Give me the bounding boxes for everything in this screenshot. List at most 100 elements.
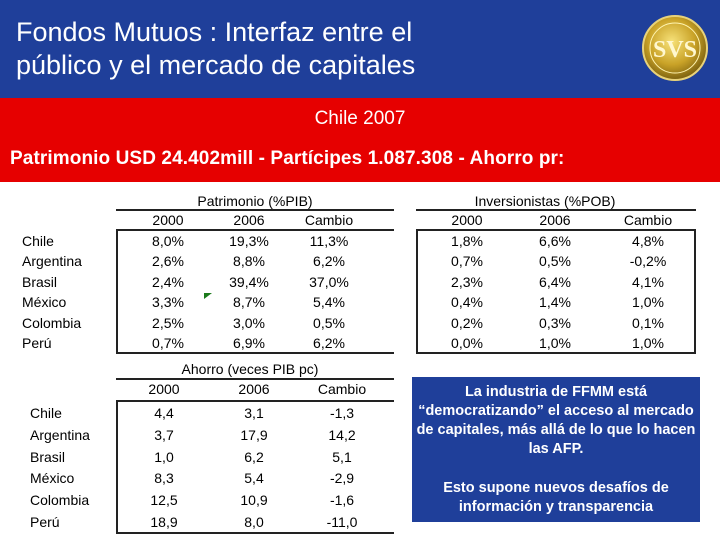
table_inversionistas-top-rule bbox=[416, 209, 696, 211]
table_inversionistas-right-rule bbox=[694, 229, 696, 352]
table_ahorro-header-rule bbox=[116, 400, 394, 402]
logo-text: SVS bbox=[653, 37, 697, 63]
table_patrimonio-cell: 8,0% bbox=[152, 233, 184, 249]
table_ahorro-row-label: Colombia bbox=[30, 492, 90, 509]
table_patrimonio-cell: 6,2% bbox=[313, 335, 345, 351]
title-line-1: Fondos Mutuos : Interfaz entre el bbox=[16, 17, 413, 47]
table_patrimonio-row-label: Chile bbox=[22, 233, 54, 249]
table_patrimonio-header-2: Cambio bbox=[304, 212, 354, 228]
table_ahorro-row-label: Argentina bbox=[30, 426, 90, 443]
table_inversionistas-cell: 0,3% bbox=[539, 314, 571, 331]
table_inversionistas-cell: -0,2% bbox=[629, 253, 667, 270]
table_patrimonio-cell: 5,4% bbox=[313, 294, 345, 311]
table_ahorro-header-1: 2006 bbox=[238, 381, 270, 397]
table_inversionistas-cell: 1,0% bbox=[632, 335, 664, 351]
table_patrimonio-row-label: México bbox=[22, 294, 67, 311]
table_patrimonio-cell: 37,0% bbox=[309, 273, 349, 290]
table_patrimonio-cell: 6,9% bbox=[233, 335, 265, 351]
table_inversionistas-cell: 6,4% bbox=[539, 273, 571, 290]
table_inversionistas-header-0: 2000 bbox=[451, 212, 483, 228]
table_patrimonio-cell: 11,3% bbox=[309, 233, 349, 249]
svs-logo: SVS bbox=[642, 15, 708, 81]
red-banner bbox=[0, 98, 720, 182]
title-line-2: público y el mercado de capitales bbox=[16, 50, 416, 80]
table_patrimonio-cell: 3,3% bbox=[152, 294, 184, 311]
table_inversionistas-cell: 1,8% bbox=[451, 233, 483, 249]
callout-box: La industria de FFMM está “democratizand… bbox=[412, 377, 700, 522]
table_ahorro-cell: -11,0 bbox=[326, 514, 358, 530]
table_ahorro-left-rule bbox=[116, 400, 118, 532]
subtitle: Chile 2007 bbox=[314, 108, 406, 129]
table_inversionistas-header-2: Cambio bbox=[623, 212, 673, 228]
table_patrimonio-cell: 2,4% bbox=[152, 273, 184, 290]
table_ahorro-cell: 5,1 bbox=[332, 448, 352, 465]
table_patrimonio-bottom-rule bbox=[116, 352, 394, 354]
table_ahorro-cell: 4,4 bbox=[154, 405, 174, 421]
table_ahorro-bottom-rule bbox=[116, 532, 394, 534]
table_ahorro-cell: 5,4 bbox=[244, 470, 264, 487]
table_patrimonio-header-1: 2006 bbox=[233, 212, 265, 228]
table_inversionistas-cell: 0,5% bbox=[539, 253, 571, 270]
table_inversionistas-cell: 0,0% bbox=[451, 335, 483, 351]
table_ahorro-cell: 3,7 bbox=[154, 426, 174, 443]
table_patrimonio-top-rule bbox=[116, 209, 394, 211]
table_inversionistas-cell: 0,7% bbox=[451, 253, 483, 270]
table_ahorro-cell: 17,9 bbox=[240, 426, 268, 443]
callout-text-2: Esto supone nuevos desafíos de informaci… bbox=[443, 480, 669, 515]
table_inversionistas-cell: 0,4% bbox=[451, 294, 483, 311]
table_inversionistas-left-rule bbox=[416, 229, 418, 352]
table_patrimonio-row-label: Brasil bbox=[22, 273, 58, 290]
table_ahorro-row-label: Brasil bbox=[30, 448, 66, 465]
table_ahorro-top-rule bbox=[116, 378, 394, 380]
table_ahorro-cell: 8,0 bbox=[244, 514, 264, 530]
table_inversionistas-cell: 4,1% bbox=[632, 273, 664, 290]
table_patrimonio-cell: 39,4% bbox=[229, 273, 269, 290]
table_ahorro-cell: 3,1 bbox=[244, 405, 264, 421]
table_inversionistas-cell: 6,6% bbox=[539, 233, 571, 249]
table_patrimonio-title: Patrimonio (%PIB) bbox=[197, 193, 313, 209]
table_inversionistas-cell: 0,2% bbox=[451, 314, 483, 331]
table_inversionistas-header-rule bbox=[416, 229, 696, 231]
table_patrimonio-cell: 8,7% bbox=[233, 294, 265, 311]
slide-header: Fondos Mutuos : Interfaz entre el públic… bbox=[0, 0, 720, 98]
table_ahorro-cell: -1,3 bbox=[329, 405, 355, 421]
slide-title: Fondos Mutuos : Interfaz entre el públic… bbox=[16, 16, 415, 82]
table_patrimonio-cell: 2,6% bbox=[152, 253, 184, 270]
callout-text-1: La industria de FFMM está “democratizand… bbox=[416, 384, 696, 457]
table_ahorro-header-0: 2000 bbox=[148, 381, 180, 397]
table_ahorro-cell: 12,5 bbox=[150, 492, 178, 509]
table_patrimonio-cell: 0,5% bbox=[313, 314, 345, 331]
table_patrimonio-cell: 6,2% bbox=[313, 253, 345, 270]
table_inversionistas-cell: 4,8% bbox=[632, 233, 664, 249]
table_ahorro-cell: -1,6 bbox=[329, 492, 355, 509]
table_patrimonio-row-label: Perú bbox=[22, 335, 52, 351]
tick-mark-icon bbox=[204, 293, 212, 299]
table_inversionistas-header-1: 2006 bbox=[539, 212, 571, 228]
table_patrimonio-row-label: Argentina bbox=[22, 253, 82, 270]
table_inversionistas-cell: 1,0% bbox=[632, 294, 664, 311]
table_patrimonio-cell: 3,0% bbox=[233, 314, 265, 331]
table_patrimonio-cell: 0,7% bbox=[152, 335, 184, 351]
table_patrimonio-row-label: Colombia bbox=[22, 314, 82, 331]
table_ahorro-cell: 1,0 bbox=[154, 448, 174, 465]
table_ahorro-cell: 14,2 bbox=[328, 426, 356, 443]
table_patrimonio-cell: 2,5% bbox=[152, 314, 184, 331]
table_ahorro-cell: 10,9 bbox=[240, 492, 268, 509]
table_patrimonio-cell: 8,8% bbox=[233, 253, 265, 270]
table_ahorro-cell: -2,9 bbox=[329, 470, 355, 487]
table_ahorro-title: Ahorro (veces PIB pc) bbox=[181, 361, 319, 377]
table_inversionistas-cell: 2,3% bbox=[451, 273, 483, 290]
table_inversionistas-cell: 1,4% bbox=[539, 294, 571, 311]
table_patrimonio-left-rule bbox=[116, 229, 118, 352]
stats-line: Patrimonio USD 24.402mill - Partícipes 1… bbox=[10, 148, 565, 169]
table_inversionistas-cell: 1,0% bbox=[539, 335, 571, 351]
table_inversionistas-title: Inversionistas (%POB) bbox=[474, 193, 616, 209]
table_inversionistas-cell: 0,1% bbox=[632, 314, 664, 331]
table_ahorro-header-2: Cambio bbox=[317, 381, 367, 397]
table_inversionistas-bottom-rule bbox=[416, 352, 696, 354]
table_patrimonio-header-0: 2000 bbox=[152, 212, 184, 228]
table_ahorro-row-label: México bbox=[30, 470, 75, 487]
table_patrimonio-header-rule bbox=[116, 229, 394, 231]
table_ahorro-row-label: Chile bbox=[30, 405, 62, 421]
table_ahorro-cell: 6,2 bbox=[244, 448, 264, 465]
